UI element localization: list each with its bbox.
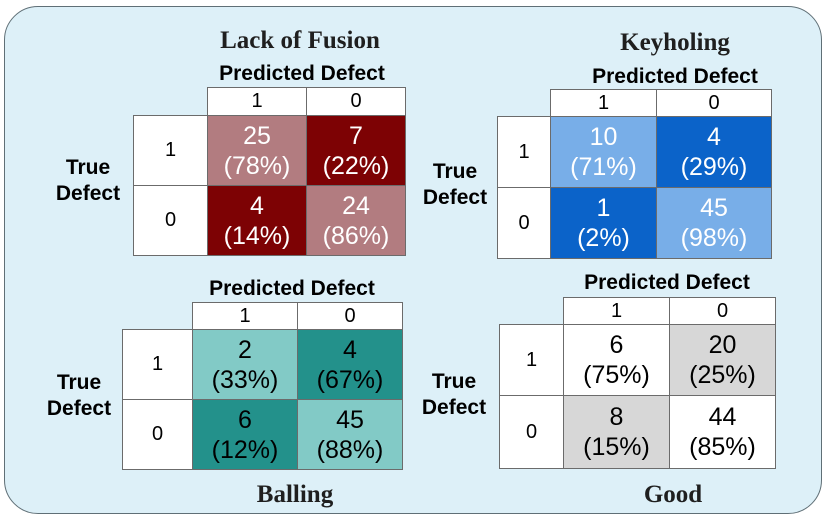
row-label-1: 1 xyxy=(497,116,551,188)
cell-percentage: (25%) xyxy=(689,361,756,389)
cell-count: 6 xyxy=(238,405,252,434)
true-label-line-2: Defect xyxy=(422,186,488,209)
predicted-defect-header: Predicted Defect xyxy=(219,62,385,85)
col-label-1: 1 xyxy=(550,89,657,117)
cell-count: 10 xyxy=(589,123,618,151)
matrix-title: Balling xyxy=(256,481,334,508)
cell-count: 4 xyxy=(343,335,357,364)
matrix-cell-tp: 2 (33%) xyxy=(192,329,298,400)
row-label-1: 1 xyxy=(122,329,193,400)
true-label-line-2: Defect xyxy=(421,396,487,419)
cell-count: 4 xyxy=(250,191,264,220)
cell-percentage: (22%) xyxy=(322,151,390,180)
matrix-cell-fp: 4 (14%) xyxy=(207,185,307,256)
cell-count: 24 xyxy=(342,191,370,220)
cell-percentage: (67%) xyxy=(316,365,384,394)
cell-count: 44 xyxy=(708,403,737,431)
matrix-title: Good xyxy=(643,481,703,508)
cell-count: 7 xyxy=(349,121,363,150)
matrix-cell-tn: 24 (86%) xyxy=(306,185,406,256)
cell-percentage: (2%) xyxy=(577,224,630,252)
cell-count: 25 xyxy=(243,121,271,150)
matrix-cell-tp: 6 (75%) xyxy=(563,324,670,396)
row-label-0: 0 xyxy=(499,395,564,469)
cell-percentage: (15%) xyxy=(583,433,650,461)
matrix-cell-fp: 8 (15%) xyxy=(563,395,670,469)
col-label-0: 0 xyxy=(297,302,403,330)
row-label-1: 1 xyxy=(133,115,208,186)
col-label-1: 1 xyxy=(207,87,307,116)
cell-percentage: (71%) xyxy=(570,153,637,181)
row-label-0: 0 xyxy=(133,185,208,256)
matrix-cell-tn: 44 (85%) xyxy=(669,395,776,469)
cell-count: 1 xyxy=(596,194,611,222)
col-label-0: 0 xyxy=(656,89,772,117)
matrix-title: Lack of Fusion xyxy=(220,27,380,54)
matrix-cell-tn: 45 (88%) xyxy=(297,399,403,470)
cell-percentage: (29%) xyxy=(680,153,748,181)
predicted-defect-header: Predicted Defect xyxy=(592,65,758,88)
predicted-defect-header: Predicted Defect xyxy=(209,277,375,300)
matrix-cell-fn: 4 (29%) xyxy=(656,116,772,188)
matrix-cell-fn: 20 (25%) xyxy=(669,324,776,396)
true-label-line-1: True xyxy=(56,371,102,394)
col-label-1: 1 xyxy=(563,297,670,325)
true-label-line-1: True xyxy=(65,156,111,179)
cell-percentage: (14%) xyxy=(223,221,291,250)
matrix-cell-fn: 4 (67%) xyxy=(297,329,403,400)
matrix-cell-fn: 7 (22%) xyxy=(306,115,406,186)
row-label-0: 0 xyxy=(122,399,193,470)
matrix-cell-tn: 45 (98%) xyxy=(656,187,772,259)
cell-percentage: (98%) xyxy=(680,224,748,252)
cell-percentage: (88%) xyxy=(316,435,384,464)
true-defect-label: True Defect xyxy=(43,155,133,207)
col-label-0: 0 xyxy=(306,87,406,116)
cell-percentage: (86%) xyxy=(322,221,390,250)
col-label-0: 0 xyxy=(669,297,776,325)
cell-count: 45 xyxy=(700,194,728,222)
cell-count: 8 xyxy=(609,403,624,431)
cell-percentage: (33%) xyxy=(211,365,279,394)
predicted-defect-header: Predicted Defect xyxy=(584,271,750,294)
row-label-0: 0 xyxy=(497,187,551,259)
cell-count: 6 xyxy=(609,331,624,359)
true-defect-label: True Defect xyxy=(37,370,121,422)
cell-count: 4 xyxy=(707,123,721,151)
cell-percentage: (78%) xyxy=(223,151,291,180)
true-label-line-1: True xyxy=(432,160,478,183)
row-label-1: 1 xyxy=(499,324,564,396)
figure-panel: Lack of Fusion Predicted Defect 1 0 1 0 … xyxy=(4,6,822,514)
true-defect-label: True Defect xyxy=(413,159,497,211)
matrix-cell-tp: 10 (71%) xyxy=(550,116,657,188)
matrix-cell-tp: 25 (78%) xyxy=(207,115,307,186)
cell-count: 2 xyxy=(238,335,252,364)
true-label-line-1: True xyxy=(431,370,477,393)
true-defect-label: True Defect xyxy=(411,369,497,421)
true-label-line-2: Defect xyxy=(55,182,121,205)
cell-percentage: (12%) xyxy=(211,435,279,464)
true-label-line-2: Defect xyxy=(46,397,112,420)
cell-percentage: (75%) xyxy=(583,361,650,389)
cell-count: 20 xyxy=(708,331,737,359)
cell-count: 45 xyxy=(336,405,364,434)
col-label-1: 1 xyxy=(192,302,298,330)
matrix-title: Keyholing xyxy=(620,29,730,56)
matrix-cell-fp: 6 (12%) xyxy=(192,399,298,470)
cell-percentage: (85%) xyxy=(689,433,756,461)
matrix-cell-fp: 1 (2%) xyxy=(550,187,657,259)
